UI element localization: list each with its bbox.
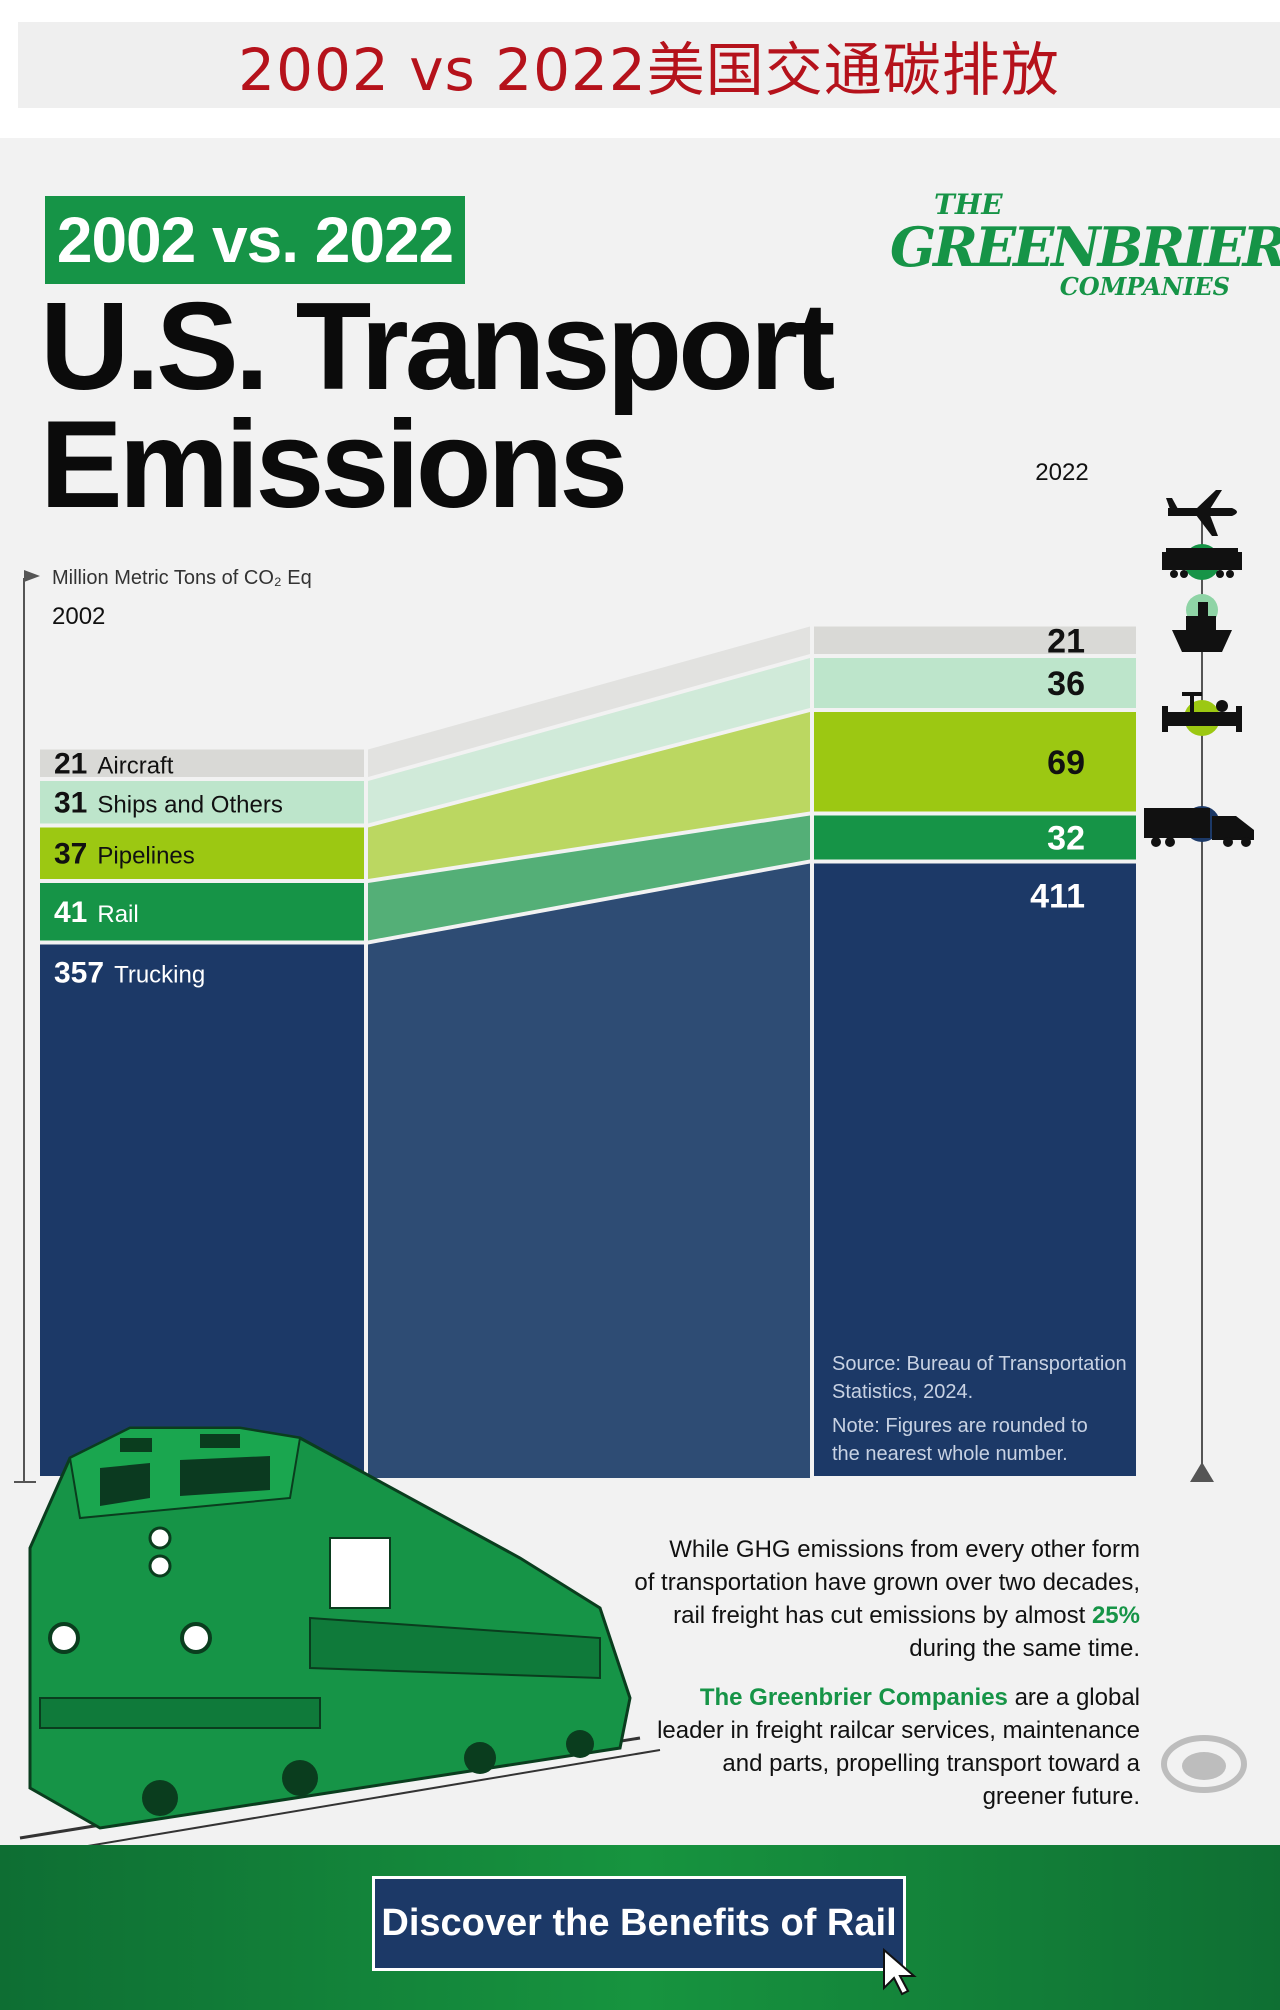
rail-emissions-paragraph: While GHG emissions from every other for… — [600, 1533, 1140, 1665]
paragraph2-line-2: leader in freight railcar services, main… — [657, 1717, 1140, 1744]
logo-line-2: GREENBRIER — [890, 215, 1280, 279]
value-2002-aircraft: 21 — [54, 747, 87, 780]
logo-line-3: COMPANIES — [1059, 272, 1230, 301]
logo-line-1: THE — [934, 188, 1003, 221]
bar-2022-trucking — [814, 863, 1136, 1476]
note-line-1: Note: Figures are rounded to — [832, 1415, 1088, 1437]
bars — [40, 626, 1136, 1476]
page-title: 2002 vs 2022美国交通碳排放 — [238, 36, 1060, 104]
emissions-chart: Million Metric Tons of CO₂ Eq 2002 2022 … — [14, 459, 1254, 1855]
paragraph1-line-2: of transportation have grown over two de… — [634, 1569, 1140, 1596]
title-line-2: Emissions — [40, 396, 628, 534]
label-2002-pipelines: 37 Pipelines — [54, 837, 195, 870]
company-paragraph: The Greenbrier Companies are a global le… — [600, 1681, 1140, 1813]
band-trucking — [368, 863, 810, 1478]
year-range-badge: 2002 vs. 2022 — [45, 196, 465, 284]
label-2002-ships: 31 Ships and Others — [54, 786, 283, 819]
value-2002-ships: 31 — [54, 786, 87, 819]
value-2002-trucking: 357 — [54, 957, 104, 990]
label-2002-rail: 41 Rail — [54, 896, 139, 929]
bar-2002-pipelines — [40, 827, 364, 879]
paragraph1-line-4: during the same time. — [909, 1635, 1140, 1662]
band-aircraft — [368, 626, 810, 777]
reduction-percentage: 25% — [1091, 1602, 1140, 1629]
source-line-1: Source: Bureau of Transportation — [832, 1353, 1127, 1375]
infographic: 2002 vs. 2022 U.S. Transport Emissions T… — [0, 138, 1280, 2010]
value-2022-rail: 32 — [1047, 820, 1085, 858]
value-2022-aircraft: 21 — [1047, 622, 1085, 660]
page-header-banner: 2002 vs 2022美国交通碳排放 — [18, 22, 1280, 108]
note-line-2: the nearest whole number. — [832, 1443, 1068, 1465]
value-2022-pipelines: 69 — [1047, 744, 1085, 782]
bar-2002-ships — [40, 781, 364, 824]
year-label-2022: 2022 — [1035, 459, 1088, 486]
discover-benefits-button[interactable]: Discover the Benefits of Rail — [372, 1876, 906, 1971]
left-axis-flag — [24, 570, 40, 582]
name-rail: Rail — [97, 901, 138, 928]
cursor-icon — [883, 1948, 917, 1996]
bar-labels: 21 Aircraft 21 31 Ships and Others 36 37 Pipeli… — [54, 622, 1085, 989]
greenbrier-logo: THE GREENBRIER COMPANIES — [890, 188, 1280, 301]
name-aircraft: Aircraft — [97, 752, 173, 779]
ship-icon — [1172, 594, 1232, 652]
truck-icon — [1144, 806, 1254, 847]
band-pipelines — [368, 712, 810, 879]
pipeline-icon — [1162, 692, 1242, 736]
unit-label: Million Metric Tons of CO₂ Eq — [52, 567, 312, 589]
paragraph2-line-3: and parts, propelling transport toward a — [722, 1750, 1140, 1777]
paragraph2-line-4: greener future. — [982, 1783, 1140, 1810]
bar-2022-rail — [814, 815, 1136, 860]
watermark-icon — [1161, 1735, 1247, 1793]
band-rail — [368, 815, 810, 941]
paragraph1-line-1: While GHG emissions from every other for… — [669, 1536, 1140, 1563]
value-2002-pipelines: 37 — [54, 837, 87, 870]
train-icon — [1162, 544, 1242, 580]
name-ships: Ships and Others — [97, 791, 282, 818]
title-line-1: U.S. Transport — [40, 278, 835, 416]
value-2002-rail: 41 — [54, 896, 87, 929]
label-2002-aircraft: 21 Aircraft — [54, 747, 174, 780]
company-name: The Greenbrier Companies — [699, 1684, 1008, 1711]
bar-2002-trucking — [40, 944, 364, 1476]
bar-2022-ships — [814, 658, 1136, 708]
airplane-icon — [1166, 490, 1237, 536]
value-2022-trucking: 411 — [1030, 878, 1085, 916]
infographic-title: U.S. Transport Emissions — [40, 285, 835, 527]
name-pipelines: Pipelines — [97, 842, 194, 869]
info-text-block: While GHG emissions from every other for… — [600, 1533, 1140, 1829]
connector-bands — [368, 626, 810, 1478]
paragraph2-line-1: are a global — [1007, 1684, 1140, 1711]
locomotive-illustration — [19, 1426, 661, 1855]
name-trucking: Trucking — [114, 962, 205, 989]
value-2022-ships: 36 — [1047, 665, 1085, 703]
paragraph1-line-3: rail freight has cut emissions by almost — [673, 1602, 1092, 1629]
bar-2022-aircraft — [814, 626, 1136, 654]
bar-2022-pipelines — [814, 712, 1136, 812]
year-label-2002: 2002 — [52, 603, 105, 630]
bar-2002-aircraft — [40, 749, 364, 777]
bar-2002-rail — [40, 883, 364, 941]
source-line-2: Statistics, 2024. — [832, 1381, 973, 1403]
right-axis-arrow — [1190, 1462, 1214, 1482]
band-ships — [368, 658, 810, 824]
label-2002-trucking: 357 Trucking — [54, 957, 205, 990]
